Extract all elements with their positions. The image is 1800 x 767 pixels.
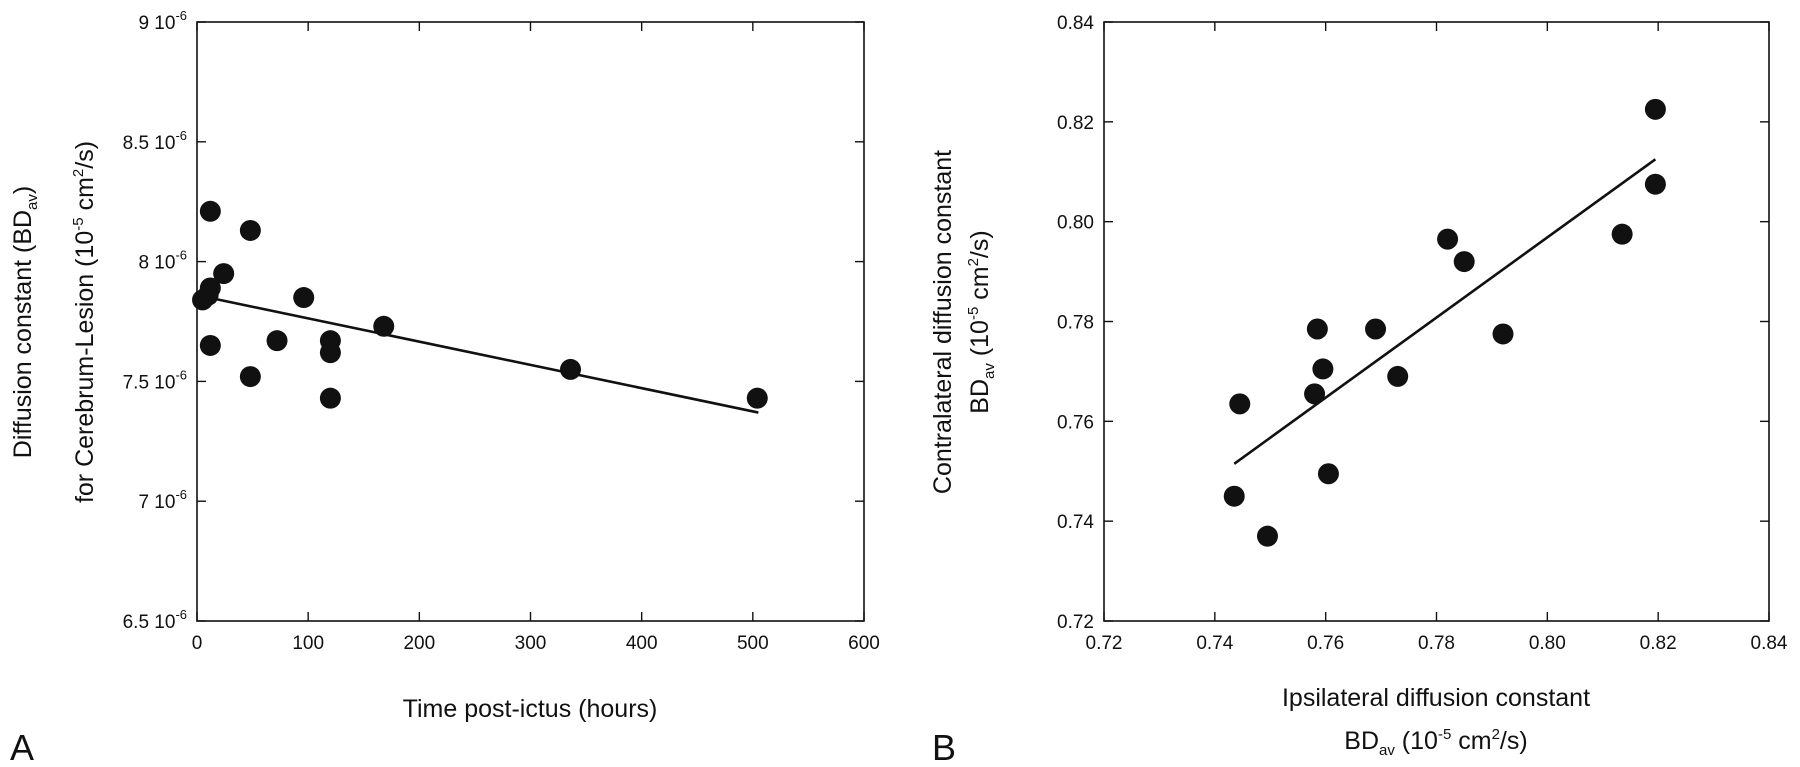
- fit-line: [1233, 158, 1657, 465]
- data-point: [239, 366, 261, 388]
- data-point: [319, 387, 341, 409]
- data-point: [199, 334, 221, 356]
- y-tick-label: 0.72: [1057, 612, 1094, 633]
- panel-letter-b: B: [932, 727, 956, 767]
- data-point: [1437, 228, 1459, 250]
- data-point: [1365, 318, 1387, 340]
- data-point: [1223, 485, 1245, 507]
- data-point: [1387, 365, 1409, 387]
- data-point: [199, 277, 221, 299]
- y-tick-label: 7 10-6: [138, 487, 187, 513]
- x-tick-label: 600: [848, 633, 880, 654]
- y-ticks-a: 6.5 10-6 7 10-6 7.5 10-6 8 10-6 8.5 10-6 9 10…: [123, 8, 864, 633]
- panel-letter-a: A: [10, 727, 34, 767]
- x-axis-label-b-line1: Ipsilateral diffusion constant: [1282, 684, 1590, 712]
- data-point: [1644, 173, 1666, 195]
- data-point: [560, 358, 582, 380]
- data-point: [213, 263, 235, 285]
- x-ticks-b: 0.72 0.74 0.76 0.78 0.80 0.82 0.84: [1086, 22, 1788, 654]
- x-tick-label: 0.80: [1529, 633, 1566, 654]
- data-point: [1306, 318, 1328, 340]
- x-tick-label: 400: [626, 633, 658, 654]
- x-tick-label: 500: [737, 633, 769, 654]
- y-tick-label: 0.80: [1057, 213, 1094, 234]
- data-point: [1229, 393, 1251, 415]
- y-axis-label-a-line1: Diffusion constant (BDav): [9, 186, 41, 458]
- data-points-b: [1223, 98, 1666, 547]
- x-tick-label: 100: [292, 633, 324, 654]
- data-point: [199, 200, 221, 222]
- x-axis-label-a: Time post-ictus (hours): [403, 695, 658, 723]
- x-tick-label: 0.78: [1418, 633, 1455, 654]
- data-point: [1453, 251, 1475, 273]
- data-point: [239, 219, 261, 241]
- panel-a-chart: 0 100 200 300 400 500 600 6.5 10-6 7 10-6 7.5 10…: [9, 8, 880, 767]
- data-point: [319, 342, 341, 364]
- data-point: [1644, 98, 1666, 120]
- data-point: [1611, 223, 1633, 245]
- data-point: [1317, 463, 1339, 485]
- y-axis-label-a-line2: for Cerebrum-Lesion (10-5 cm2/s): [70, 141, 99, 503]
- x-ticks-a: 0 100 200 300 400 500 600: [192, 22, 880, 654]
- data-points-a: [192, 200, 768, 409]
- x-tick-label: 300: [515, 633, 547, 654]
- data-point: [1304, 383, 1326, 405]
- data-point: [293, 287, 315, 309]
- x-tick-label: 0.84: [1751, 633, 1788, 654]
- x-axis-label-b-line2: BDav (10-5 cm2/s): [1344, 726, 1527, 759]
- x-tick-label: 0.76: [1307, 633, 1344, 654]
- y-tick-label: 6.5 10-6: [123, 607, 187, 633]
- y-axis-label-b-line1: Contralateral diffusion constant: [929, 150, 957, 494]
- y-tick-label: 0.74: [1057, 512, 1094, 533]
- data-point: [1256, 525, 1278, 547]
- y-tick-label: 0.76: [1057, 412, 1094, 433]
- fit-line-group-b: [1233, 158, 1657, 465]
- fit-line: [196, 293, 759, 414]
- y-tick-label: 0.78: [1057, 313, 1094, 334]
- x-tick-label: 0: [192, 633, 203, 654]
- x-tick-label: 200: [403, 633, 435, 654]
- y-tick-label: 0.84: [1057, 13, 1094, 34]
- y-axis-label-b-line2: BDav (10-5 cm2/s): [965, 230, 998, 413]
- y-tick-label: 8 10-6: [138, 248, 187, 274]
- y-tick-label: 9 10-6: [138, 8, 187, 34]
- data-point: [746, 387, 768, 409]
- x-tick-label: 0.72: [1086, 633, 1123, 654]
- data-point: [1492, 323, 1514, 345]
- data-point: [266, 330, 288, 352]
- y-tick-label: 8.5 10-6: [123, 128, 187, 154]
- x-tick-label: 0.74: [1196, 633, 1233, 654]
- fit-line-group-a: [196, 293, 759, 414]
- y-tick-label: 7.5 10-6: [123, 367, 187, 393]
- y-tick-label: 0.82: [1057, 113, 1094, 134]
- y-ticks-b: 0.72 0.74 0.76 0.78 0.80 0.82 0.84: [1057, 13, 1769, 633]
- panel-b-chart: 0.72 0.74 0.76 0.78 0.80 0.82 0.84 0.720.740.7…: [929, 13, 1788, 767]
- x-tick-label: 0.82: [1640, 633, 1677, 654]
- data-point: [1312, 358, 1334, 380]
- data-point: [373, 315, 395, 337]
